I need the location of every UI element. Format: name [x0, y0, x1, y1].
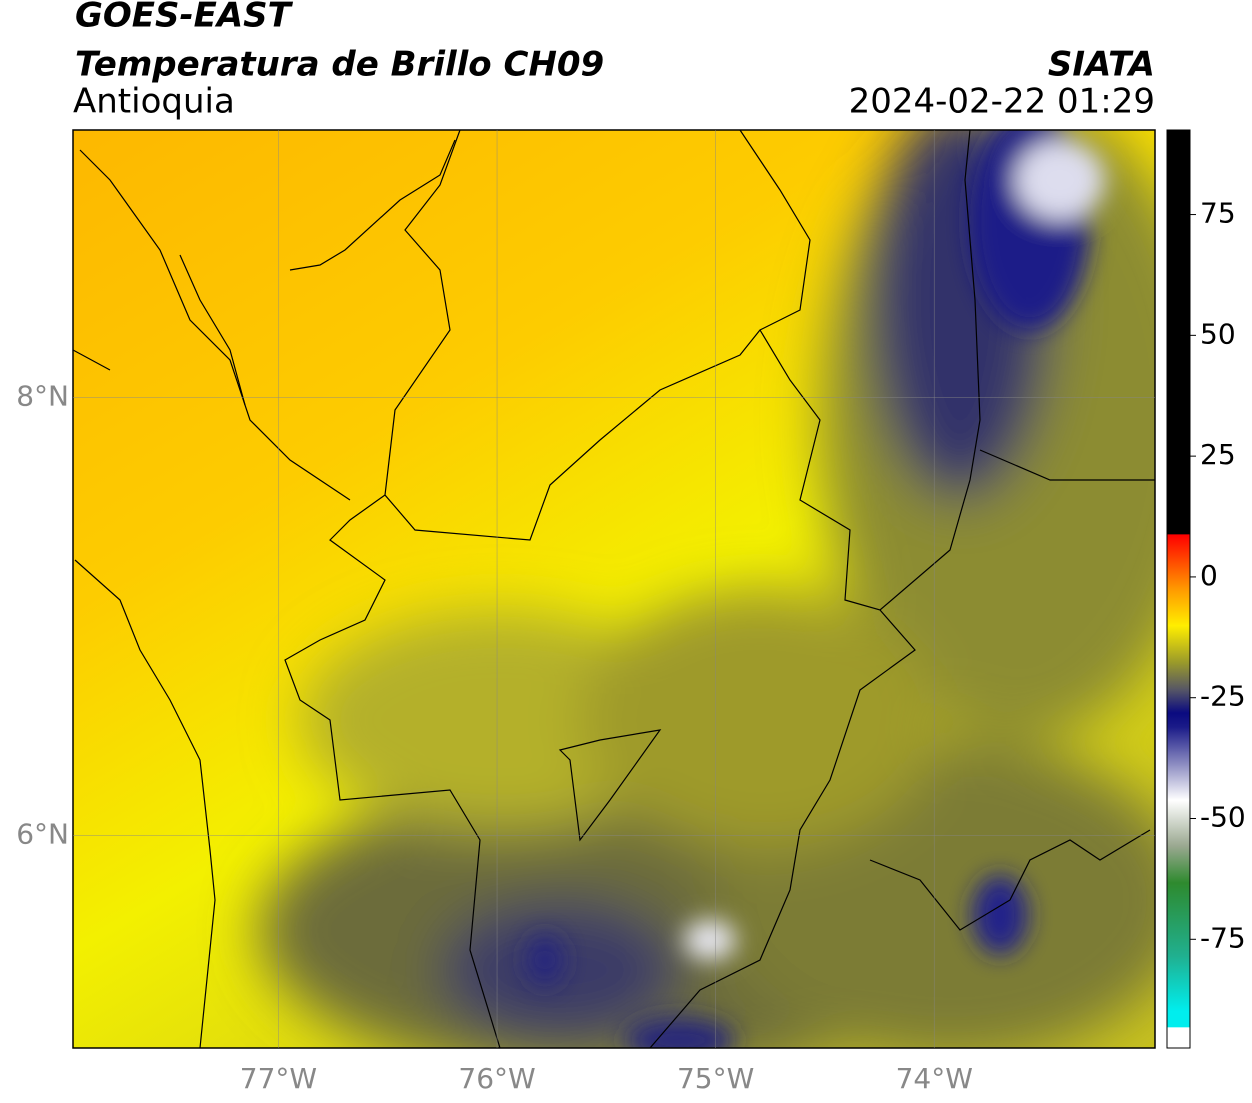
datetime: 2024-02-22 01:29 [849, 82, 1155, 122]
lon-tick-label: 75°W [677, 1062, 754, 1095]
lon-tick-label: 77°W [240, 1062, 317, 1095]
lon-tick-label: 74°W [896, 1062, 973, 1095]
colorbar-tick-label: 25 [1200, 438, 1236, 471]
colorbar [1166, 129, 1191, 1049]
colorbar-tick-label: 50 [1200, 317, 1236, 350]
colorbar-tick-label: -75 [1200, 921, 1246, 954]
satellite-image [73, 130, 1155, 1048]
lon-tick-label: 76°W [458, 1062, 535, 1095]
colorbar-tick-label: 0 [1200, 559, 1218, 592]
region: Antioquia [73, 82, 235, 122]
lat-tick-label: 8°N [16, 379, 69, 412]
lat-tick-label: 6°N [16, 817, 69, 850]
colorbar-tick-label: -25 [1200, 680, 1246, 713]
agency: SIATA [1048, 45, 1155, 85]
boundaries [73, 130, 1155, 1048]
map-frame [72, 129, 1156, 1049]
satellite-title: GOES-EAST [75, 0, 294, 36]
colorbar-tick-label: -50 [1200, 801, 1246, 834]
product-title: Temperatura de Brillo CH09 [75, 45, 604, 85]
colorbar-tick-label: 75 [1200, 197, 1236, 230]
